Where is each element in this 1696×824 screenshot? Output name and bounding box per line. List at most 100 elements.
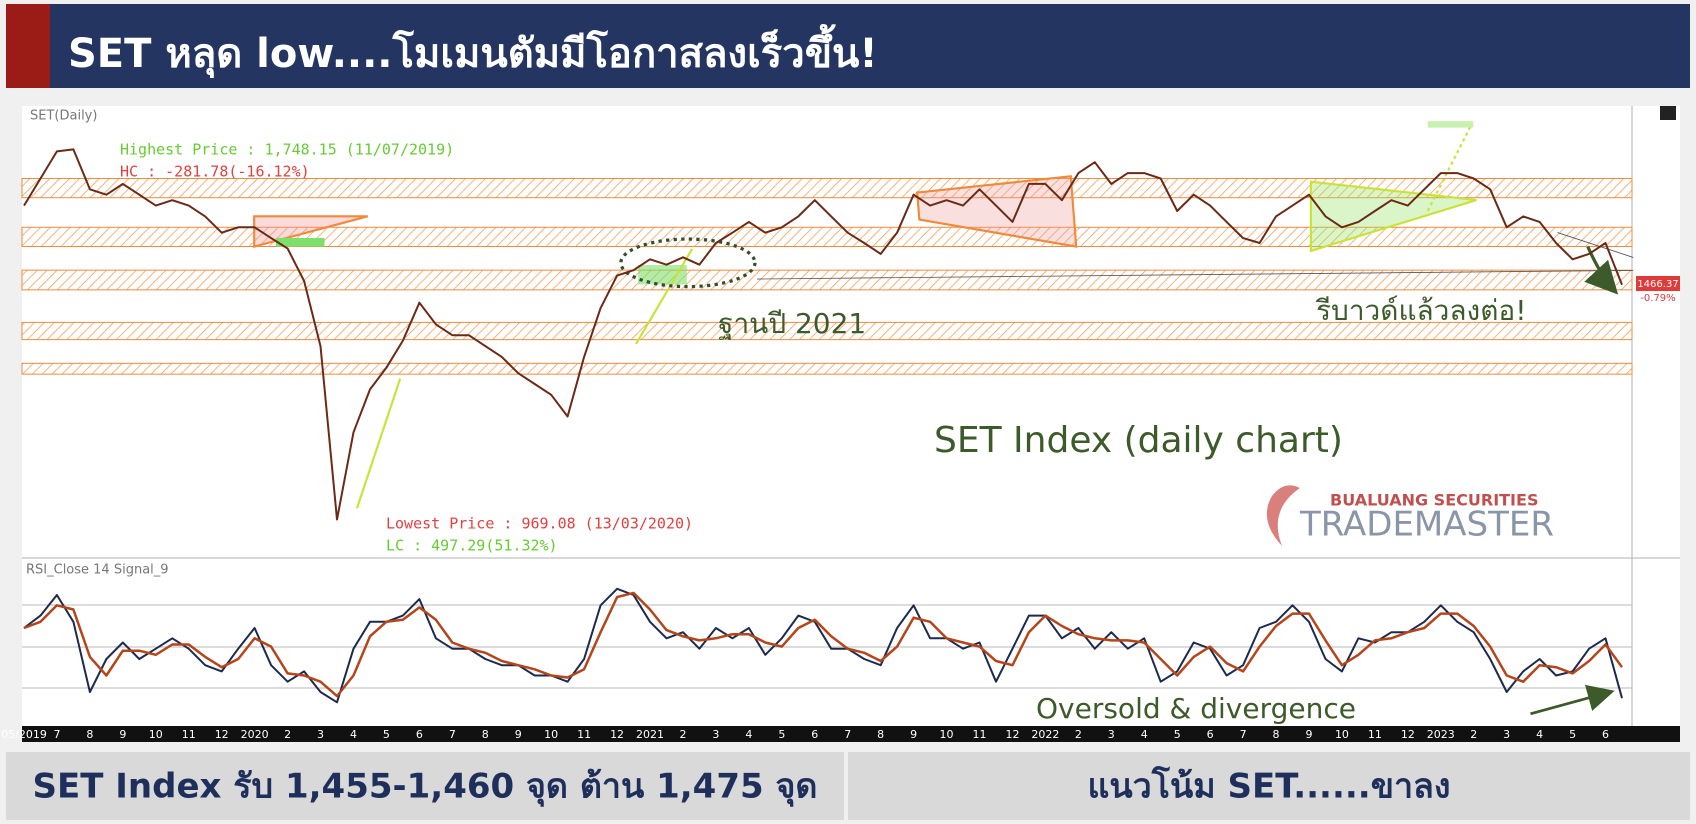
x-tick-label: 2 <box>1075 728 1082 741</box>
signal-box <box>1427 121 1474 128</box>
series-line <box>23 148 1623 521</box>
x-tick-label: 4 <box>1536 728 1543 741</box>
x-tick-label: 2023 <box>1427 728 1455 741</box>
x-tick-label: 12 <box>610 728 624 741</box>
triangle-pattern <box>916 175 1078 248</box>
x-tick-label: 6 <box>416 728 423 741</box>
x-tick-label: 6 <box>1207 728 1214 741</box>
x-tick-label: 8 <box>877 728 884 741</box>
series-line <box>23 587 1623 704</box>
x-tick-label: 2 <box>1470 728 1477 741</box>
triangle-pattern <box>1309 180 1477 253</box>
x-tick-label: 7 <box>449 728 456 741</box>
x-tick-label: 11 <box>577 728 591 741</box>
x-tick-label: 4 <box>1141 728 1148 741</box>
resistance-zone <box>21 362 1633 375</box>
resistance-zone <box>21 269 1633 291</box>
highest-note: Highest Price : 1,748.15 (11/07/2019) <box>120 141 454 159</box>
price-tag <box>1636 276 1680 291</box>
rsi-panel-title: RSI_Close 14 Signal_9 <box>26 563 169 578</box>
x-tick-label: 3 <box>1108 728 1115 741</box>
rsi-note: Oversold & divergence <box>1036 692 1356 725</box>
footer-right-box <box>848 752 1690 820</box>
x-tick-label: 11 <box>1368 728 1382 741</box>
resistance-zone <box>21 177 1633 199</box>
last-change: -0.79% <box>1640 293 1675 304</box>
x-axis-strip <box>22 726 1680 742</box>
trend-line <box>355 378 402 509</box>
base-note: ฐานปี 2021 <box>718 307 866 340</box>
chart-area <box>22 106 1680 742</box>
price-panel-title: SET(Daily) <box>30 109 97 124</box>
x-tick-label: 10 <box>940 728 954 741</box>
brand-logo <box>1266 485 1300 546</box>
support-line <box>757 269 1634 280</box>
header-title: SET หลุด low....โมเมนตัมมีโอกาสลงเร็วขึ้… <box>68 24 878 79</box>
x-tick-label: 9 <box>119 728 126 741</box>
target-line <box>1426 124 1472 212</box>
x-tick-label: 6 <box>1602 728 1609 741</box>
hc-note: HC : -281.78(-16.12%) <box>120 163 310 181</box>
signal-box <box>275 237 325 247</box>
x-tick-label: 11 <box>973 728 987 741</box>
x-tick-label: 9 <box>910 728 917 741</box>
x-tick-label: 4 <box>745 728 752 741</box>
signal-box <box>638 264 687 285</box>
x-tick-label: 5 <box>1174 728 1181 741</box>
x-tick-label: 4 <box>350 728 357 741</box>
x-tick-label: 9 <box>515 728 522 741</box>
x-tick-label: 12 <box>1005 728 1019 741</box>
x-tick-label: 8 <box>86 728 93 741</box>
x-tick-label: 05/2019 <box>1 728 47 741</box>
x-tick-label: 5 <box>778 728 785 741</box>
highlight-ellipse <box>619 237 757 289</box>
footer-right: แนวโน้ม SET......ขาลง <box>1087 766 1450 807</box>
x-tick-label: 2 <box>284 728 291 741</box>
footer-left: SET Index รับ 1,455-1,460 จุด ต้าน 1,475… <box>33 767 818 808</box>
x-tick-label: 2021 <box>636 728 664 741</box>
header-accent <box>6 4 50 88</box>
last-price: 1466.37 <box>1637 279 1678 290</box>
x-tick-label: 10 <box>544 728 558 741</box>
resistance-zone <box>21 226 1633 247</box>
x-tick-label: 7 <box>53 728 60 741</box>
x-axis-labels: 05/2019 7 8 9 10 11 12 2020 2 3 4 5 6 7 8 9 10 11 12 2021 2 3… <box>1 728 1609 741</box>
x-tick-label: 5 <box>1569 728 1576 741</box>
x-tick-label: 7 <box>1240 728 1247 741</box>
x-tick-label: 10 <box>1335 728 1349 741</box>
lowest-note: Lowest Price : 969.08 (13/03/2020) <box>386 515 693 533</box>
series-line <box>23 591 1624 698</box>
lc-note: LC : 497.29(51.32%) <box>386 537 558 555</box>
x-tick-label: 8 <box>482 728 489 741</box>
x-tick-label: 3 <box>317 728 324 741</box>
x-tick-label: 12 <box>1401 728 1415 741</box>
down-arrow <box>1584 245 1619 295</box>
x-tick-label: 5 <box>383 728 390 741</box>
trend-line <box>1557 232 1634 258</box>
brand-name: TRADEMASTER <box>1299 505 1554 545</box>
rebound-note: รีบาวด์แล้วลงต่อ! <box>1315 294 1526 327</box>
x-tick-label: 8 <box>1273 728 1280 741</box>
x-tick-label: 6 <box>811 728 818 741</box>
x-tick-label: 9 <box>1305 728 1312 741</box>
footer-left-box <box>6 752 844 820</box>
broker-name: BUALUANG SECURITIES <box>1330 491 1538 510</box>
header-bar <box>6 4 1690 88</box>
pattern-drawings <box>253 121 1634 716</box>
trend-line <box>635 248 694 345</box>
zones <box>21 177 1633 375</box>
series-lines <box>23 148 1624 704</box>
x-tick-label: 3 <box>712 728 719 741</box>
x-tick-label: 2 <box>679 728 686 741</box>
resistance-zone <box>21 321 1633 341</box>
x-tick-label: 10 <box>149 728 163 741</box>
x-tick-label: 2022 <box>1031 728 1059 741</box>
x-tick-label: 12 <box>215 728 229 741</box>
close-button[interactable] <box>1660 106 1676 120</box>
x-tick-label: 11 <box>182 728 196 741</box>
x-tick-label: 7 <box>844 728 851 741</box>
x-tick-label: 2020 <box>241 728 269 741</box>
chart-label: SET Index (daily chart) <box>934 420 1343 461</box>
